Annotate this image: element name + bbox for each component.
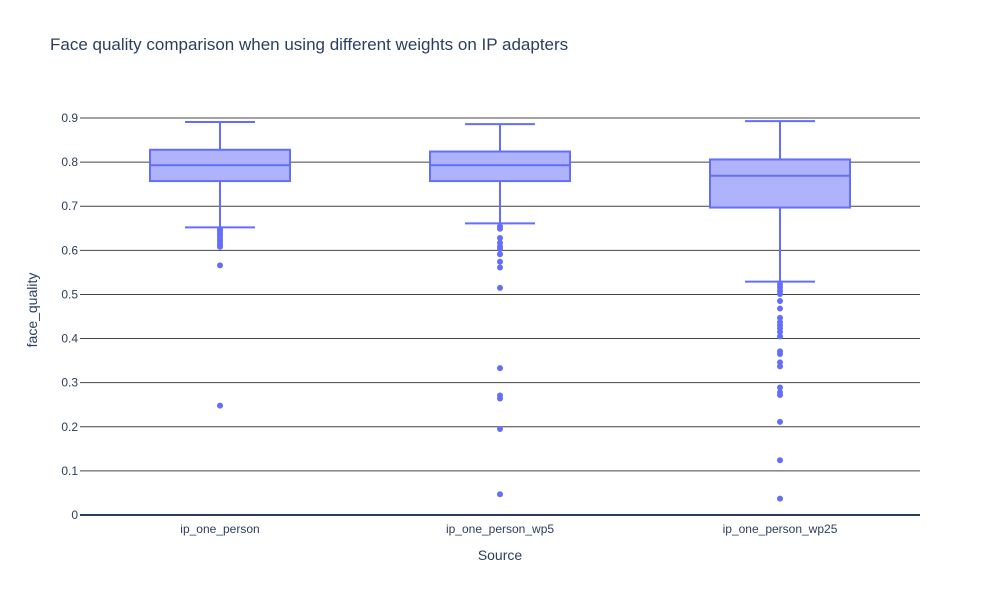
outlier-point (497, 246, 503, 253)
outlier-point (497, 258, 503, 265)
outlier-point (497, 395, 503, 402)
chart-title: Face quality comparison when using diffe… (50, 35, 568, 54)
iqr-box (709, 158, 851, 209)
box-ip_one_person_wp5 (429, 123, 571, 498)
outlier-point (777, 291, 783, 298)
outlier-point (777, 363, 783, 370)
outlier-point (217, 262, 223, 269)
outlier-point (777, 298, 783, 305)
outlier-point (497, 225, 503, 232)
y-axis-title: face_quality (24, 273, 40, 348)
outlier-point (777, 495, 783, 502)
outlier-point (497, 425, 503, 432)
outlier-point (497, 251, 503, 258)
box-ip_one_person (149, 120, 291, 409)
boxes-layer (149, 120, 851, 502)
y-tick-label: 0.6 (61, 243, 78, 257)
y-tick-label: 0.4 (61, 332, 78, 346)
y-tick-label: 0.8 (61, 155, 78, 169)
outlier-point (777, 305, 783, 312)
outlier-point (497, 365, 503, 372)
y-tick-label: 0 (71, 508, 78, 522)
outlier-point (497, 284, 503, 291)
outlier-point (777, 314, 783, 321)
x-axis-ticks: ip_one_person ip_one_person_wp5 ip_one_per… (180, 522, 837, 536)
y-tick-label: 0.3 (61, 376, 78, 390)
outlier-point (777, 418, 783, 425)
outlier-point (217, 243, 223, 250)
iqr-box (429, 150, 571, 183)
outlier-point (497, 491, 503, 498)
y-tick-label: 0.2 (61, 420, 78, 434)
x-tick-label: ip_one_person_wp25 (723, 522, 838, 536)
box-ip_one_person_wp25 (709, 120, 851, 502)
outlier-point (777, 457, 783, 464)
outlier-point (497, 264, 503, 271)
y-tick-label: 0.7 (61, 199, 78, 213)
y-axis-ticks: 0 0.1 0.2 0.3 0.4 0.5 0.6 0.7 0.8 0.9 (61, 111, 78, 522)
x-axis-title: Source (478, 547, 523, 563)
outlier-point (777, 392, 783, 399)
x-tick-label: ip_one_person (180, 522, 259, 536)
y-tick-label: 0.9 (61, 111, 78, 125)
outlier-point (777, 350, 783, 357)
outlier-point (217, 402, 223, 409)
outlier-point (777, 328, 783, 335)
y-tick-label: 0.5 (61, 287, 78, 301)
x-tick-label: ip_one_person_wp5 (446, 522, 554, 536)
outlier-point (777, 333, 783, 340)
outlier-point (497, 234, 503, 241)
outlier-point (777, 384, 783, 391)
y-tick-label: 0.1 (61, 464, 78, 478)
